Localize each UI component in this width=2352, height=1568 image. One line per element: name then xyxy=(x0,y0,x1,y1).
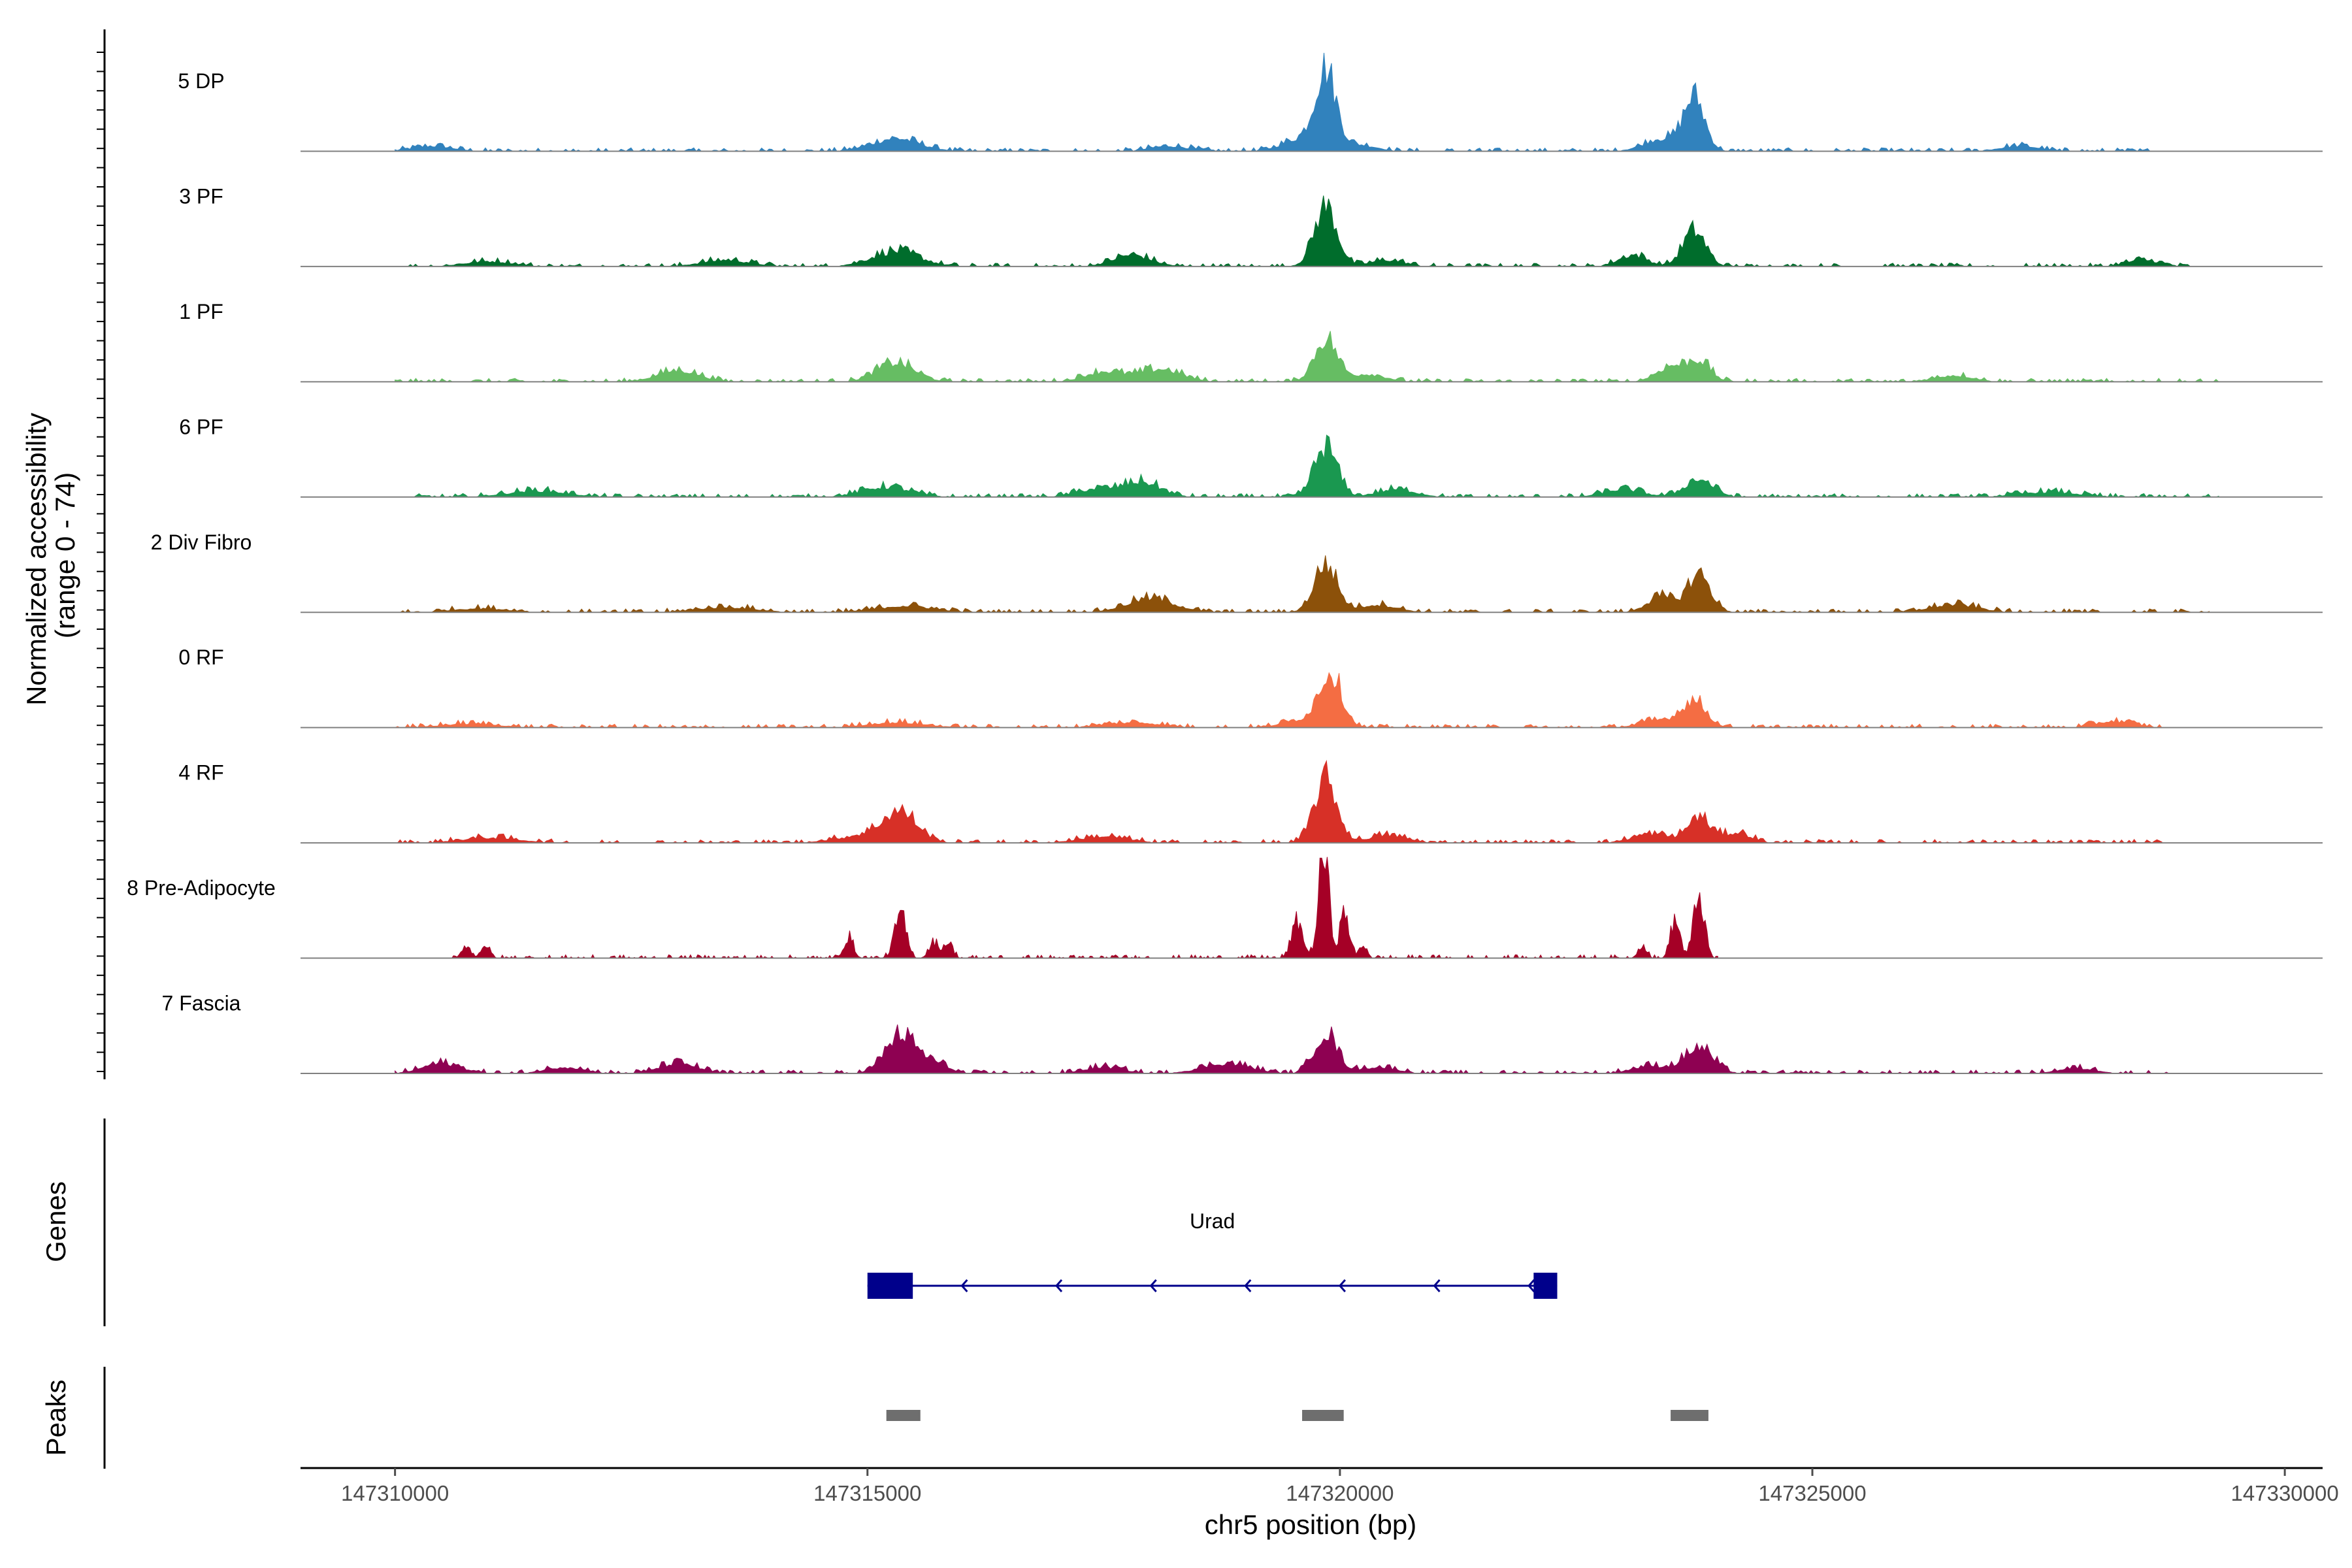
gene-strand-arrow xyxy=(1149,1279,1157,1292)
track-6-pf: 6 PF xyxy=(179,415,2323,498)
x-tick-label: 147310000 xyxy=(341,1481,449,1505)
track-2-div-fibro: 2 Div Fibro xyxy=(151,531,2323,613)
gene-strand-arrow xyxy=(1055,1279,1063,1292)
track-label: 7 Fascia xyxy=(162,992,241,1015)
track-0-rf: 0 RF xyxy=(178,645,2323,728)
gene-exon xyxy=(867,1273,913,1299)
track-signal xyxy=(395,52,2153,152)
track-signal xyxy=(395,331,2220,383)
genes-axis-title: Genes xyxy=(41,1181,71,1262)
genes-panel: Genes Urad xyxy=(41,1119,1558,1326)
gene-model: Urad xyxy=(867,1209,1558,1299)
track-5-dp: 5 DP xyxy=(178,52,2323,152)
gene-strand-arrow xyxy=(1433,1279,1441,1292)
track-signal xyxy=(395,672,2163,728)
track-7-fascia: 7 Fascia xyxy=(162,992,2323,1074)
track-signal xyxy=(395,759,2163,843)
track-signal xyxy=(395,195,2191,267)
track-signal xyxy=(395,1024,2172,1074)
track-signal xyxy=(395,555,2210,613)
peak-region xyxy=(1671,1410,1708,1421)
gene-strand-arrow xyxy=(1244,1279,1252,1292)
coverage-y-axis-title-line1: Normalized accessibility xyxy=(21,413,52,706)
x-tick-label: 147315000 xyxy=(813,1481,921,1505)
gene-strand-arrow xyxy=(1338,1279,1347,1292)
coverage-tracks: 5 DP 3 PF 1 PF 6 PF 2 Div Fibro 0 RF 4 RF 8 Pre… xyxy=(127,52,2323,1074)
gene-exon xyxy=(1533,1273,1558,1299)
x-ticks: 147310000 147315000 147320000 147325000 1473… xyxy=(341,1468,2339,1505)
gene-strand-arrow xyxy=(1527,1279,1535,1292)
coverage-y-axis-title-line2: (range 0 - 74) xyxy=(50,472,80,638)
track-1-pf: 1 PF xyxy=(179,300,2323,383)
peaks-panel: Peaks xyxy=(41,1367,1708,1469)
x-tick-label: 147320000 xyxy=(1286,1481,1394,1505)
track-label: 4 RF xyxy=(178,761,223,785)
track-signal xyxy=(412,434,2219,498)
track-label: 6 PF xyxy=(179,415,223,438)
peak-region xyxy=(1302,1410,1344,1421)
peak-regions xyxy=(886,1410,1708,1421)
coverage-y-ticks xyxy=(97,52,105,1072)
gene-strand-arrow xyxy=(960,1279,968,1292)
track-4-rf: 4 RF xyxy=(178,759,2323,844)
peaks-axis-title: Peaks xyxy=(41,1380,71,1456)
track-label: 1 PF xyxy=(179,300,223,323)
x-tick-label: 147325000 xyxy=(1758,1481,1866,1505)
peak-region xyxy=(886,1410,921,1421)
track-label: 2 Div Fibro xyxy=(151,531,252,554)
coverage-y-axis-title: Normalized accessibility (range 0 - 74) xyxy=(21,405,80,706)
track-8-pre-adipocyte: 8 Pre-Adipocyte xyxy=(127,857,2323,959)
track-label: 0 RF xyxy=(178,645,223,669)
gene-name: Urad xyxy=(1190,1209,1235,1233)
track-label: 8 Pre-Adipocyte xyxy=(127,876,276,900)
track-label: 5 DP xyxy=(178,69,224,93)
x-axis: 147310000 147315000 147320000 147325000 1473… xyxy=(301,1467,2339,1540)
track-signal xyxy=(451,857,1718,959)
coverage-y-axis xyxy=(97,29,106,1079)
x-axis-title: chr5 position (bp) xyxy=(1205,1509,1417,1540)
track-3-pf: 3 PF xyxy=(179,184,2323,267)
track-label: 3 PF xyxy=(179,184,223,208)
x-tick-label: 147330000 xyxy=(2231,1481,2339,1505)
